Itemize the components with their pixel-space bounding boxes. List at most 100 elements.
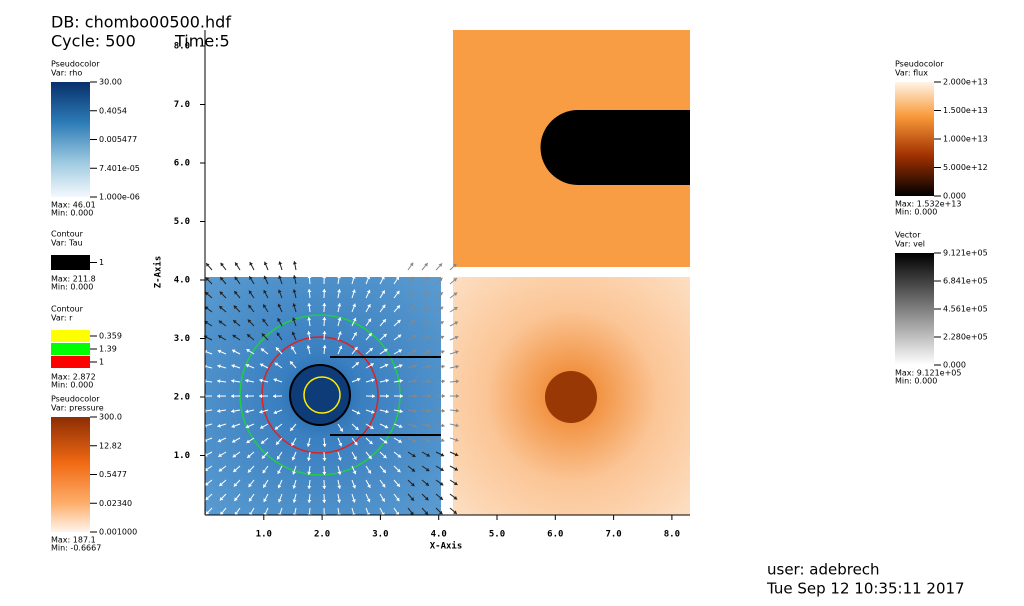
vector-arrowhead <box>263 275 268 280</box>
vector-arrowhead <box>217 364 221 369</box>
vector-arrowhead <box>205 291 209 296</box>
vector-arrowhead <box>395 497 400 502</box>
vector-arrowhead <box>337 331 342 335</box>
legend-colorbar <box>895 82 934 196</box>
legend-tick-label: 1 <box>99 358 104 367</box>
vector-arrowhead <box>410 276 414 281</box>
x-tick-label: 4.0 <box>431 530 447 540</box>
vector-arrowhead <box>291 331 296 336</box>
legend-min: Min: 0.000 <box>51 283 93 292</box>
vector-arrowhead <box>351 261 356 265</box>
vector-arrowhead <box>425 306 429 310</box>
vector-arrowhead <box>248 304 252 309</box>
vector-arrowhead <box>322 275 327 279</box>
vector-arrowhead <box>231 424 236 428</box>
vector-arrowhead <box>413 364 417 369</box>
x-tick-label: 6.0 <box>547 530 563 540</box>
vector-arrowhead <box>354 346 358 351</box>
legend-tick-label: 300.0 <box>99 413 122 422</box>
vector-arrowhead <box>409 262 414 267</box>
vector-arrowhead <box>385 394 389 399</box>
vector-arrowhead <box>292 499 297 503</box>
vector-arrowhead <box>399 409 403 414</box>
legend-tick-label: 5.000e+12 <box>943 163 988 172</box>
vector-arrowhead <box>455 350 459 355</box>
legend-var: Var: vel <box>895 240 925 249</box>
vector-arrowhead <box>425 320 430 325</box>
legend-max: Max: 1.532e+13 <box>895 200 961 209</box>
vector-arrowhead <box>307 303 312 307</box>
vector-arrowhead <box>246 439 251 443</box>
vector-arrowhead <box>259 378 263 383</box>
vector-arrowhead <box>307 289 312 293</box>
vector-arrowhead <box>396 290 400 295</box>
legend-title: Contour <box>51 305 84 314</box>
vector-arrowhead <box>424 511 429 515</box>
vector-arrowhead <box>371 378 375 383</box>
vector-arrowhead <box>381 483 386 488</box>
vector-arrowhead <box>337 289 342 293</box>
vector-arrowhead <box>353 456 357 460</box>
vector-arrowhead <box>219 291 224 296</box>
x-tick-label: 3.0 <box>372 530 388 540</box>
vector-arrowhead <box>412 349 417 354</box>
vector-arrowhead <box>219 306 223 310</box>
legend-var: Var: pressure <box>51 404 104 413</box>
vector-arrowhead <box>322 457 327 461</box>
legend-var: Var: flux <box>895 69 928 78</box>
vector-arrowhead <box>291 346 295 350</box>
vector-arrowhead <box>263 261 268 266</box>
vector-arrowhead <box>322 331 327 335</box>
legend-swatch <box>51 356 90 368</box>
legend-colorbar <box>895 253 934 365</box>
rho-region <box>205 277 441 515</box>
vector-arrowhead <box>247 334 251 338</box>
date-label: Tue Sep 12 10:35:11 2017 <box>766 580 965 598</box>
vector-arrowhead <box>438 263 443 267</box>
vector-arrowhead <box>356 410 361 415</box>
vector-arrowhead <box>277 289 282 294</box>
vector-arrowhead <box>352 484 356 489</box>
vector-arrowhead <box>217 408 221 413</box>
vector-arrowhead <box>248 290 253 295</box>
vector-arrowhead <box>440 467 444 471</box>
vector-arrowhead <box>383 348 388 353</box>
vector-arrowhead <box>395 262 399 266</box>
vector-arrowhead <box>397 319 401 324</box>
legend-colorbar <box>51 417 90 532</box>
vector-arrowhead <box>233 305 238 310</box>
vector-arrowhead <box>249 276 253 280</box>
vector-arrowhead <box>353 441 358 446</box>
legend-title: Pseudocolor <box>895 60 944 69</box>
vector-arrowhead <box>455 437 459 442</box>
vector-arrowhead <box>441 408 445 413</box>
vector-arrowhead <box>307 499 312 503</box>
vector-arrowhead <box>337 485 342 489</box>
vector-arrowhead <box>260 425 264 429</box>
vector-arrowhead <box>441 423 445 428</box>
vector-arrowhead <box>306 345 311 349</box>
vector-arrowhead <box>427 408 431 413</box>
vector-arrowhead <box>411 453 416 457</box>
vector-arrowhead <box>440 452 445 457</box>
vector-arrowhead <box>397 334 402 339</box>
vector-arrowhead <box>337 317 342 321</box>
vector-arrowhead <box>455 379 459 384</box>
vector-arrowhead <box>368 333 372 337</box>
vector-arrowhead <box>234 511 239 516</box>
vector-arrowhead <box>307 485 312 489</box>
vector-arrowhead <box>245 363 250 368</box>
vector-arrowhead <box>306 443 311 447</box>
legend-tick-label: 0.5477 <box>99 470 127 479</box>
vector-arrowhead <box>277 484 282 489</box>
vector-arrowhead <box>424 291 429 296</box>
vector-arrowhead <box>412 438 417 443</box>
vector-arrowhead <box>217 349 222 354</box>
vector-arrowhead <box>353 332 357 336</box>
vector-arrowhead <box>355 362 359 366</box>
vector-arrowhead <box>426 349 431 354</box>
vector-arrowhead <box>396 468 401 473</box>
vector-arrowhead <box>205 510 210 515</box>
vector-arrowhead <box>351 275 356 279</box>
vector-arrowhead <box>426 438 431 443</box>
